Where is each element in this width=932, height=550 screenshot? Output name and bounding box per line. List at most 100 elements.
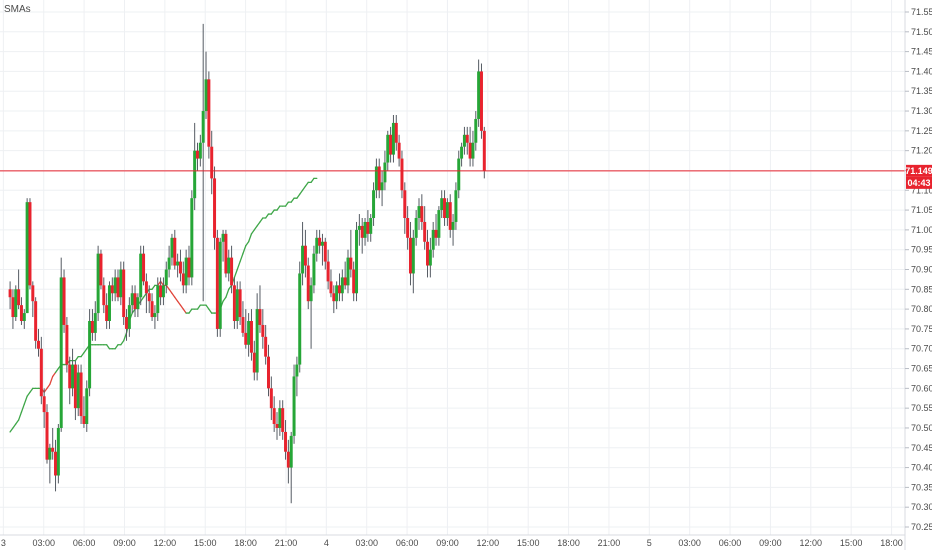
candle [68, 356, 72, 405]
candle [184, 249, 188, 294]
candle [309, 277, 313, 349]
candle [48, 443, 52, 484]
sma-segment [168, 288, 173, 294]
price-tick-label: 70.450 [911, 443, 932, 453]
candle [42, 388, 46, 428]
candle [11, 289, 15, 329]
candle [465, 126, 469, 155]
candle [298, 261, 302, 373]
candle [355, 221, 359, 302]
sma-segment [276, 205, 281, 211]
sma-segment [301, 185, 307, 191]
sma-segment [222, 296, 227, 302]
candle [434, 214, 438, 246]
candle [19, 297, 23, 325]
countdown-label: 04:43 [907, 178, 930, 188]
candle [144, 273, 148, 314]
price-tick-label: 70.950 [911, 245, 932, 255]
candle [261, 309, 265, 349]
sma-segment [196, 304, 201, 310]
candle [88, 309, 92, 397]
sma-segment [299, 189, 304, 195]
price-tick-label: 71.550 [911, 7, 932, 17]
candle [411, 229, 415, 294]
candle [71, 348, 75, 397]
candle [156, 277, 160, 321]
sma-segment [9, 427, 14, 433]
price-tick-label: 71.300 [911, 106, 932, 116]
candle [249, 309, 253, 361]
sma-segment [225, 288, 230, 298]
price-tick-label: 71.050 [911, 205, 932, 215]
candle [54, 439, 58, 492]
candle [266, 344, 270, 397]
candle [301, 221, 305, 286]
candle [218, 237, 222, 337]
sma-segment [247, 233, 253, 243]
candle [394, 115, 398, 151]
time-tick-label: 15:00 [194, 538, 217, 548]
candle [173, 229, 177, 270]
candle [414, 210, 418, 246]
time-tick-label: 15:00 [517, 538, 540, 548]
time-axis[interactable]: 3 03:00 06:00 09:00 12:00 15:00 18:00 21:00 4 03:… [1, 538, 903, 548]
candle [397, 134, 401, 167]
time-tick-label: 21:00 [275, 538, 298, 548]
candle [96, 245, 100, 321]
sma-segment [83, 348, 88, 354]
sma-segment [310, 177, 315, 183]
time-tick-label: 18:00 [234, 538, 257, 548]
candle [62, 269, 66, 333]
candle [198, 134, 202, 167]
candle [275, 412, 279, 440]
sma-segment [80, 352, 85, 358]
candle [210, 130, 214, 195]
candle [221, 229, 225, 262]
candle [190, 190, 194, 286]
time-tick-label: 18:00 [880, 538, 903, 548]
sma-segment [265, 213, 270, 219]
time-tick-label: 09:00 [113, 538, 136, 548]
candle [17, 269, 21, 310]
candle [28, 198, 32, 290]
candle [167, 245, 171, 278]
price-tick-label: 70.550 [911, 403, 932, 413]
candle [133, 285, 137, 318]
time-tick-label: 09:00 [436, 538, 459, 548]
price-tick-label: 70.750 [911, 324, 932, 334]
sma-segment [242, 245, 247, 255]
candle [159, 277, 163, 306]
candle [400, 150, 404, 199]
time-tick-label: 06:00 [719, 538, 742, 548]
candle [25, 198, 29, 314]
candle [286, 439, 290, 484]
candle [39, 336, 43, 405]
candle [193, 122, 197, 211]
sma-segment [49, 375, 54, 386]
candle [227, 249, 231, 282]
candle [93, 301, 97, 341]
candle [76, 364, 80, 417]
candle [318, 229, 322, 254]
sma-segment [26, 391, 31, 397]
candle [147, 285, 151, 314]
indicator-legend-label[interactable]: SMAs [4, 4, 31, 15]
time-tick-label: 18:00 [557, 538, 580, 548]
candle [360, 218, 364, 254]
candle [99, 249, 103, 290]
candle [337, 273, 341, 302]
sma-segment [46, 383, 51, 389]
candle [391, 115, 395, 163]
price-tick-label: 70.800 [911, 304, 932, 314]
candle [357, 214, 361, 246]
sma-segment [256, 221, 261, 227]
price-tick-label: 71.250 [911, 126, 932, 136]
price-axis[interactable]: 71.550 71.500 71.450 71.400 71.350 71.300 71.2… [905, 7, 932, 532]
candle [102, 277, 106, 314]
candle [377, 158, 381, 199]
time-tick-label: 12:00 [800, 538, 823, 548]
candle [107, 281, 111, 329]
candle [79, 364, 83, 424]
sma-segment [284, 201, 290, 207]
